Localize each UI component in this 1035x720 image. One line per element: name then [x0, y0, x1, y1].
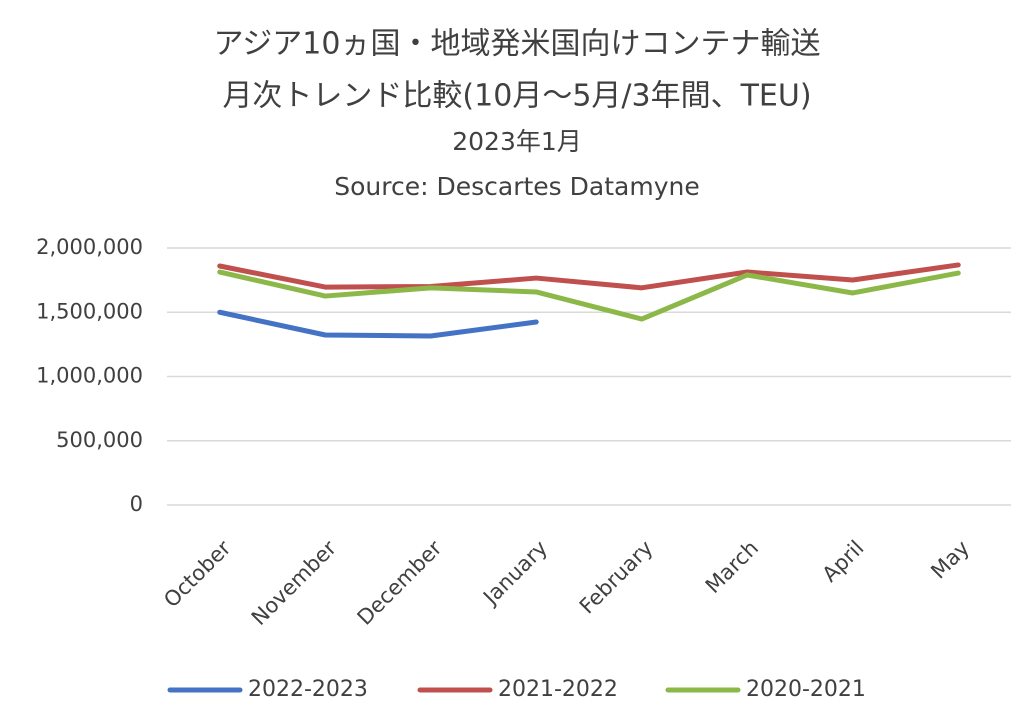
y-tick-label: 1,500,000 [36, 299, 143, 323]
x-tick-label: May [926, 536, 974, 584]
y-tick-label: 1,000,000 [36, 364, 143, 388]
x-tick-label: November [247, 536, 341, 630]
series-line [217, 309, 539, 339]
x-tick-label: January [477, 536, 552, 611]
chart-source: Source: Descartes Datamyne [334, 172, 699, 201]
legend-label: 2021-2022 [498, 677, 618, 702]
x-tick-label: March [701, 536, 763, 598]
series-line [217, 262, 961, 291]
x-tick-label: February [575, 536, 658, 619]
x-tick-label: October [159, 536, 236, 613]
legend-label: 2022-2023 [248, 677, 368, 702]
y-tick-label: 2,000,000 [36, 235, 143, 259]
y-tick-label: 500,000 [56, 428, 143, 452]
x-tick-label: December [353, 536, 447, 630]
series-line [217, 269, 961, 322]
chart-title: アジア10ヵ国・地域発米国向けコンテナ輸送 [214, 27, 821, 62]
legend-label: 2020-2021 [746, 677, 866, 702]
x-tick-label: April [818, 536, 869, 587]
y-tick-label: 0 [130, 492, 143, 516]
chart-subtitle: 月次トレンド比較(10月～5月/3年間、TEU) [222, 79, 811, 114]
chart-date: 2023年1月 [452, 127, 582, 156]
